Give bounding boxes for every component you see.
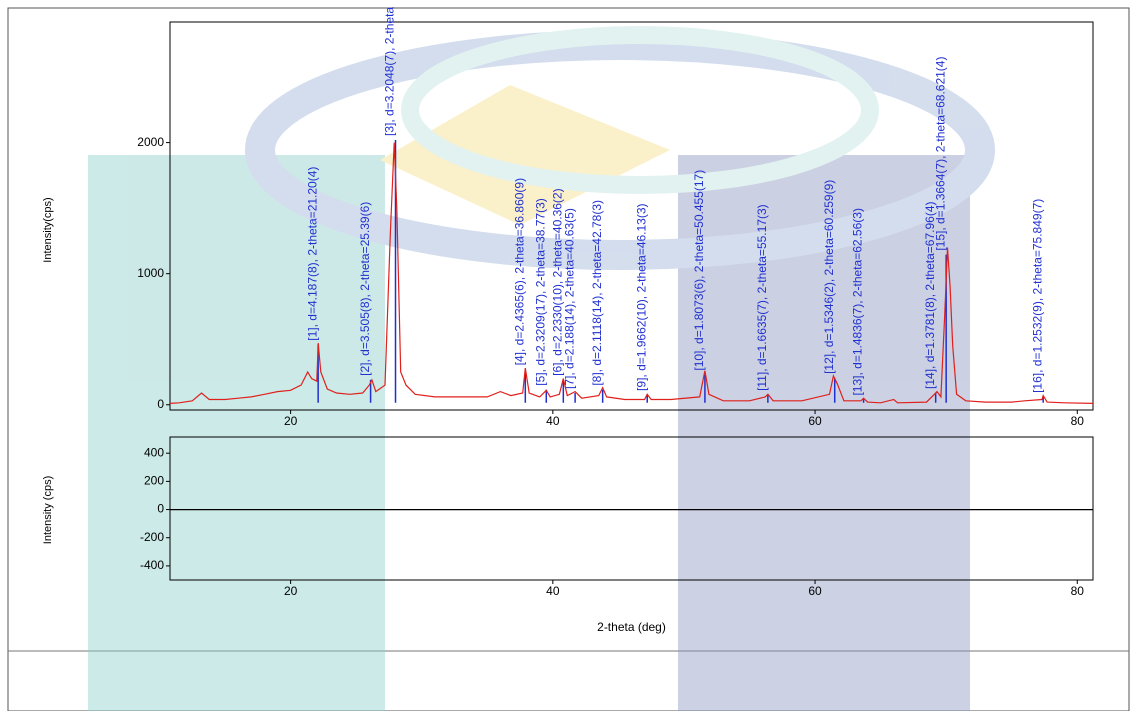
x-tick-label: 80 bbox=[1071, 414, 1085, 428]
x-axis-label: 2-theta (deg) bbox=[597, 620, 666, 634]
page: {"chart_data": [ {"type": "line", "ylabe… bbox=[0, 0, 1134, 711]
x-tick-label: 60 bbox=[808, 584, 822, 598]
x-tick-label: 20 bbox=[284, 584, 298, 598]
peak-label: [12], d=1.5346(2), 2-theta=60.259(9) bbox=[822, 180, 836, 374]
y-axis-label: Intensity (cps) bbox=[42, 476, 54, 544]
peak-label: [2], d=3.505(8), 2-theta=25.39(6) bbox=[358, 202, 372, 376]
y-axis-label: Intensity(cps) bbox=[42, 197, 54, 262]
y-tick-label: 0 bbox=[157, 397, 164, 411]
peak-label: [3], d=3.2048(7), 2-theta bbox=[383, 7, 397, 136]
peak-label: [7], d=2.188(14), 2-theta=40.63(5) bbox=[562, 208, 576, 389]
peak-label: [9], d=1.9662(10), 2-theta=46.13(3) bbox=[634, 203, 648, 390]
y-tick-label: 0 bbox=[157, 502, 164, 516]
screenshot: 01000200020406080Intensity(cps)[1], d=4.… bbox=[0, 0, 1134, 711]
y-tick-label: 1000 bbox=[137, 266, 164, 280]
peak-label: [11], d=1.6635(7), 2-theta=55.17(3) bbox=[755, 204, 769, 391]
watermark-block bbox=[88, 155, 385, 711]
peak-label: [5], d=2.3209(17), 2-theta=38.77(3) bbox=[533, 198, 547, 385]
y-tick-label: 200 bbox=[144, 474, 164, 488]
y-tick-label: 2000 bbox=[137, 135, 164, 149]
x-tick-label: 40 bbox=[546, 414, 560, 428]
y-tick-label: -200 bbox=[140, 530, 164, 544]
peak-label: [16], d=1.2532(9), 2-theta=75.849(7) bbox=[1030, 199, 1044, 393]
peak-label: [8], d=2.1118(14), 2-theta=42.78(3) bbox=[590, 200, 604, 386]
peak-label: [10], d=1.8073(6), 2-theta=50.455(17) bbox=[692, 170, 706, 371]
peak-label: [1], d=4.187(8), 2-theta=21.20(4) bbox=[305, 167, 319, 341]
y-tick-label: 400 bbox=[144, 445, 164, 459]
peak-label: [4], d=2.4365(6), 2-theta=36.860(9) bbox=[512, 178, 526, 365]
x-tick-label: 20 bbox=[284, 414, 298, 428]
x-tick-label: 80 bbox=[1071, 584, 1085, 598]
x-tick-label: 40 bbox=[546, 584, 560, 598]
y-tick-label: -400 bbox=[140, 558, 164, 572]
peak-label: [15], d=1.3664(7), 2-theta=68.621(4) bbox=[933, 57, 947, 251]
peak-label: [13], d=1.4836(7), 2-theta=62.56(3) bbox=[851, 208, 865, 395]
x-tick-label: 60 bbox=[808, 414, 822, 428]
